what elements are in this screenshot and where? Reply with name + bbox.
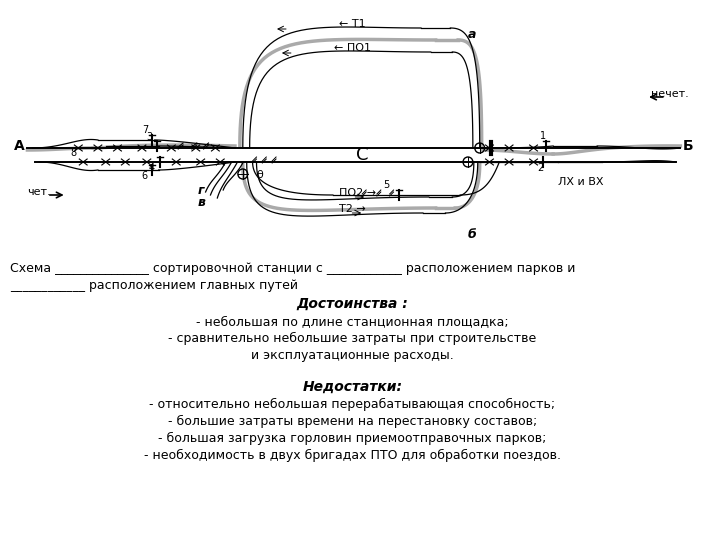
Text: - большая загрузка горловин приемоотправочных парков;: - большая загрузка горловин приемоотправ… bbox=[158, 432, 546, 445]
Text: г: г bbox=[198, 184, 204, 197]
Text: ____________ расположением главных путей: ____________ расположением главных путей bbox=[10, 279, 298, 292]
Text: Т2 →: Т2 → bbox=[339, 204, 366, 214]
Text: ЛХ и ВХ: ЛХ и ВХ bbox=[558, 177, 603, 187]
Text: - сравнительно небольшие затраты при строительстве: - сравнительно небольшие затраты при стр… bbox=[168, 332, 536, 345]
Text: - относительно небольшая перерабатывающая способность;: - относительно небольшая перерабатывающа… bbox=[149, 398, 556, 411]
Text: Достоинства :: Достоинства : bbox=[297, 297, 408, 311]
Text: в: в bbox=[198, 197, 206, 210]
Text: 3: 3 bbox=[147, 132, 153, 142]
Text: 5: 5 bbox=[384, 180, 390, 190]
Text: ← Т1: ← Т1 bbox=[339, 19, 366, 29]
Text: - небольшая по длине станционная площадка;: - небольшая по длине станционная площадк… bbox=[196, 315, 509, 328]
Text: Недостатки:: Недостатки: bbox=[302, 380, 402, 394]
Text: Б: Б bbox=[683, 139, 693, 153]
Text: 8: 8 bbox=[71, 148, 76, 158]
Text: 6: 6 bbox=[142, 171, 148, 181]
Text: а: а bbox=[468, 29, 477, 42]
Text: θ: θ bbox=[256, 170, 263, 180]
Text: С: С bbox=[356, 146, 369, 164]
Text: ПО2 →: ПО2 → bbox=[339, 188, 376, 198]
Text: 1: 1 bbox=[540, 131, 546, 141]
Text: нечет.: нечет. bbox=[651, 89, 689, 99]
Text: 7: 7 bbox=[142, 125, 148, 135]
Text: - необходимость в двух бригадах ПТО для обработки поездов.: - необходимость в двух бригадах ПТО для … bbox=[144, 449, 561, 462]
Text: ← ПО1: ← ПО1 bbox=[334, 43, 371, 53]
Text: 4: 4 bbox=[149, 163, 155, 173]
Text: б: б bbox=[468, 228, 477, 241]
Text: 2: 2 bbox=[537, 163, 544, 173]
Text: чет.: чет. bbox=[27, 187, 51, 197]
Text: Схема _______________ сортировочной станции с ____________ расположением парков : Схема _______________ сортировочной стан… bbox=[10, 262, 575, 275]
Text: - большие затраты времени на перестановку составов;: - большие затраты времени на перестановк… bbox=[168, 415, 537, 428]
Text: А: А bbox=[14, 139, 25, 153]
Text: и эксплуатационные расходы.: и эксплуатационные расходы. bbox=[251, 349, 454, 362]
